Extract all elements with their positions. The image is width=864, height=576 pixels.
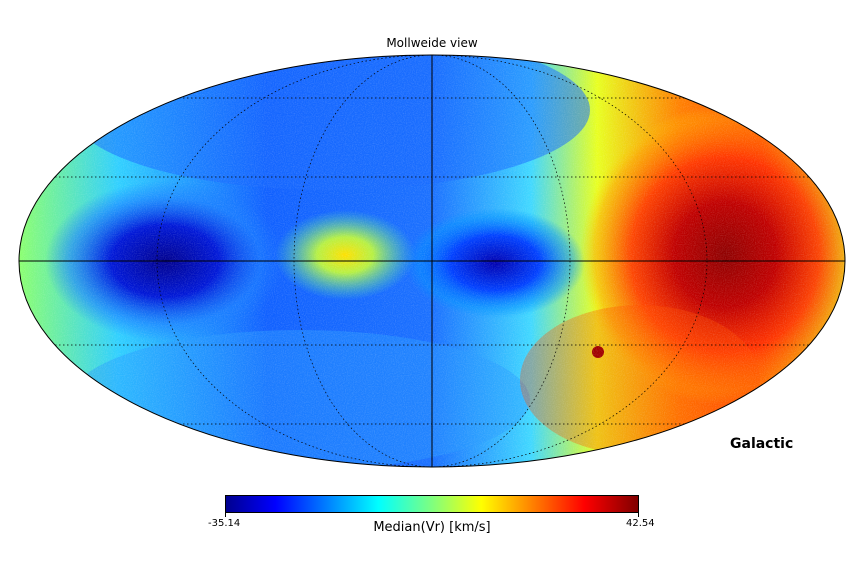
colorbar-min-tick <box>225 513 226 517</box>
sky-data-layer <box>19 55 845 467</box>
colorbar-title: Median(Vr) [km/s] <box>373 520 491 535</box>
map-outline <box>18 54 846 468</box>
colorbar-min-label: -35.14 <box>208 518 241 529</box>
colorbar-max-tick <box>638 513 639 517</box>
coordinate-system-label: Galactic <box>730 436 794 452</box>
colorbar-max-label: 42.54 <box>626 518 655 529</box>
map-title: Mollweide view <box>386 36 478 50</box>
colorbar <box>225 495 639 513</box>
